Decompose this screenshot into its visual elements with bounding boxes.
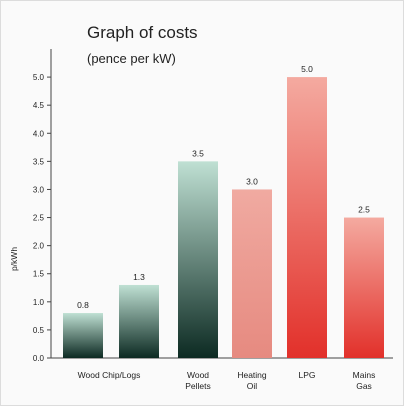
bar bbox=[344, 217, 384, 358]
y-tick-label: 0.0 bbox=[33, 354, 45, 363]
category-label: Mains bbox=[353, 370, 376, 380]
y-tick-label: 2.0 bbox=[33, 242, 45, 251]
y-tick-label: 4.5 bbox=[33, 101, 45, 110]
y-tick-label: 1.5 bbox=[33, 270, 45, 279]
bar bbox=[63, 313, 103, 358]
category-label: Oil bbox=[247, 381, 258, 391]
bar bbox=[178, 161, 218, 358]
data-labels: 0.8 1.3 3.5 3.0 5.0 2.5 bbox=[77, 64, 370, 310]
y-tick-label: 3.5 bbox=[33, 157, 45, 166]
bar-value-label: 3.5 bbox=[192, 148, 204, 158]
category-label: LPG bbox=[298, 370, 315, 380]
y-axis-label: p/kWh bbox=[9, 247, 19, 271]
bar-value-label: 1.3 bbox=[133, 272, 145, 282]
bars bbox=[63, 77, 384, 358]
y-tick-label: 5.0 bbox=[33, 73, 45, 82]
category-label: Heating bbox=[237, 370, 267, 380]
category-label: Gas bbox=[356, 381, 372, 391]
chart-subtitle: (pence per kW) bbox=[87, 51, 176, 66]
bar bbox=[119, 284, 159, 358]
y-tick-label: 3.0 bbox=[33, 185, 45, 194]
bar-value-label: 2.5 bbox=[358, 205, 370, 215]
category-label: Pellets bbox=[185, 381, 211, 391]
y-tick-label: 4.0 bbox=[33, 129, 45, 138]
bar bbox=[232, 189, 272, 358]
chart-title: Graph of costs bbox=[87, 23, 198, 42]
y-tick-label: 0.5 bbox=[33, 326, 45, 335]
bar bbox=[287, 77, 327, 358]
bar-value-label: 0.8 bbox=[77, 300, 89, 310]
y-tick-label: 1.0 bbox=[33, 298, 45, 307]
bar-value-label: 5.0 bbox=[301, 64, 313, 74]
bar-value-label: 3.0 bbox=[246, 176, 258, 186]
category-label: Wood Chip/Logs bbox=[78, 370, 141, 380]
y-axis: 0.0 0.5 1.0 1.5 2.0 2.5 3.0 3.5 4.0 4.5 5.0 bbox=[33, 49, 393, 363]
y-tick-label: 2.5 bbox=[33, 214, 45, 223]
category-label: Wood bbox=[187, 370, 209, 380]
